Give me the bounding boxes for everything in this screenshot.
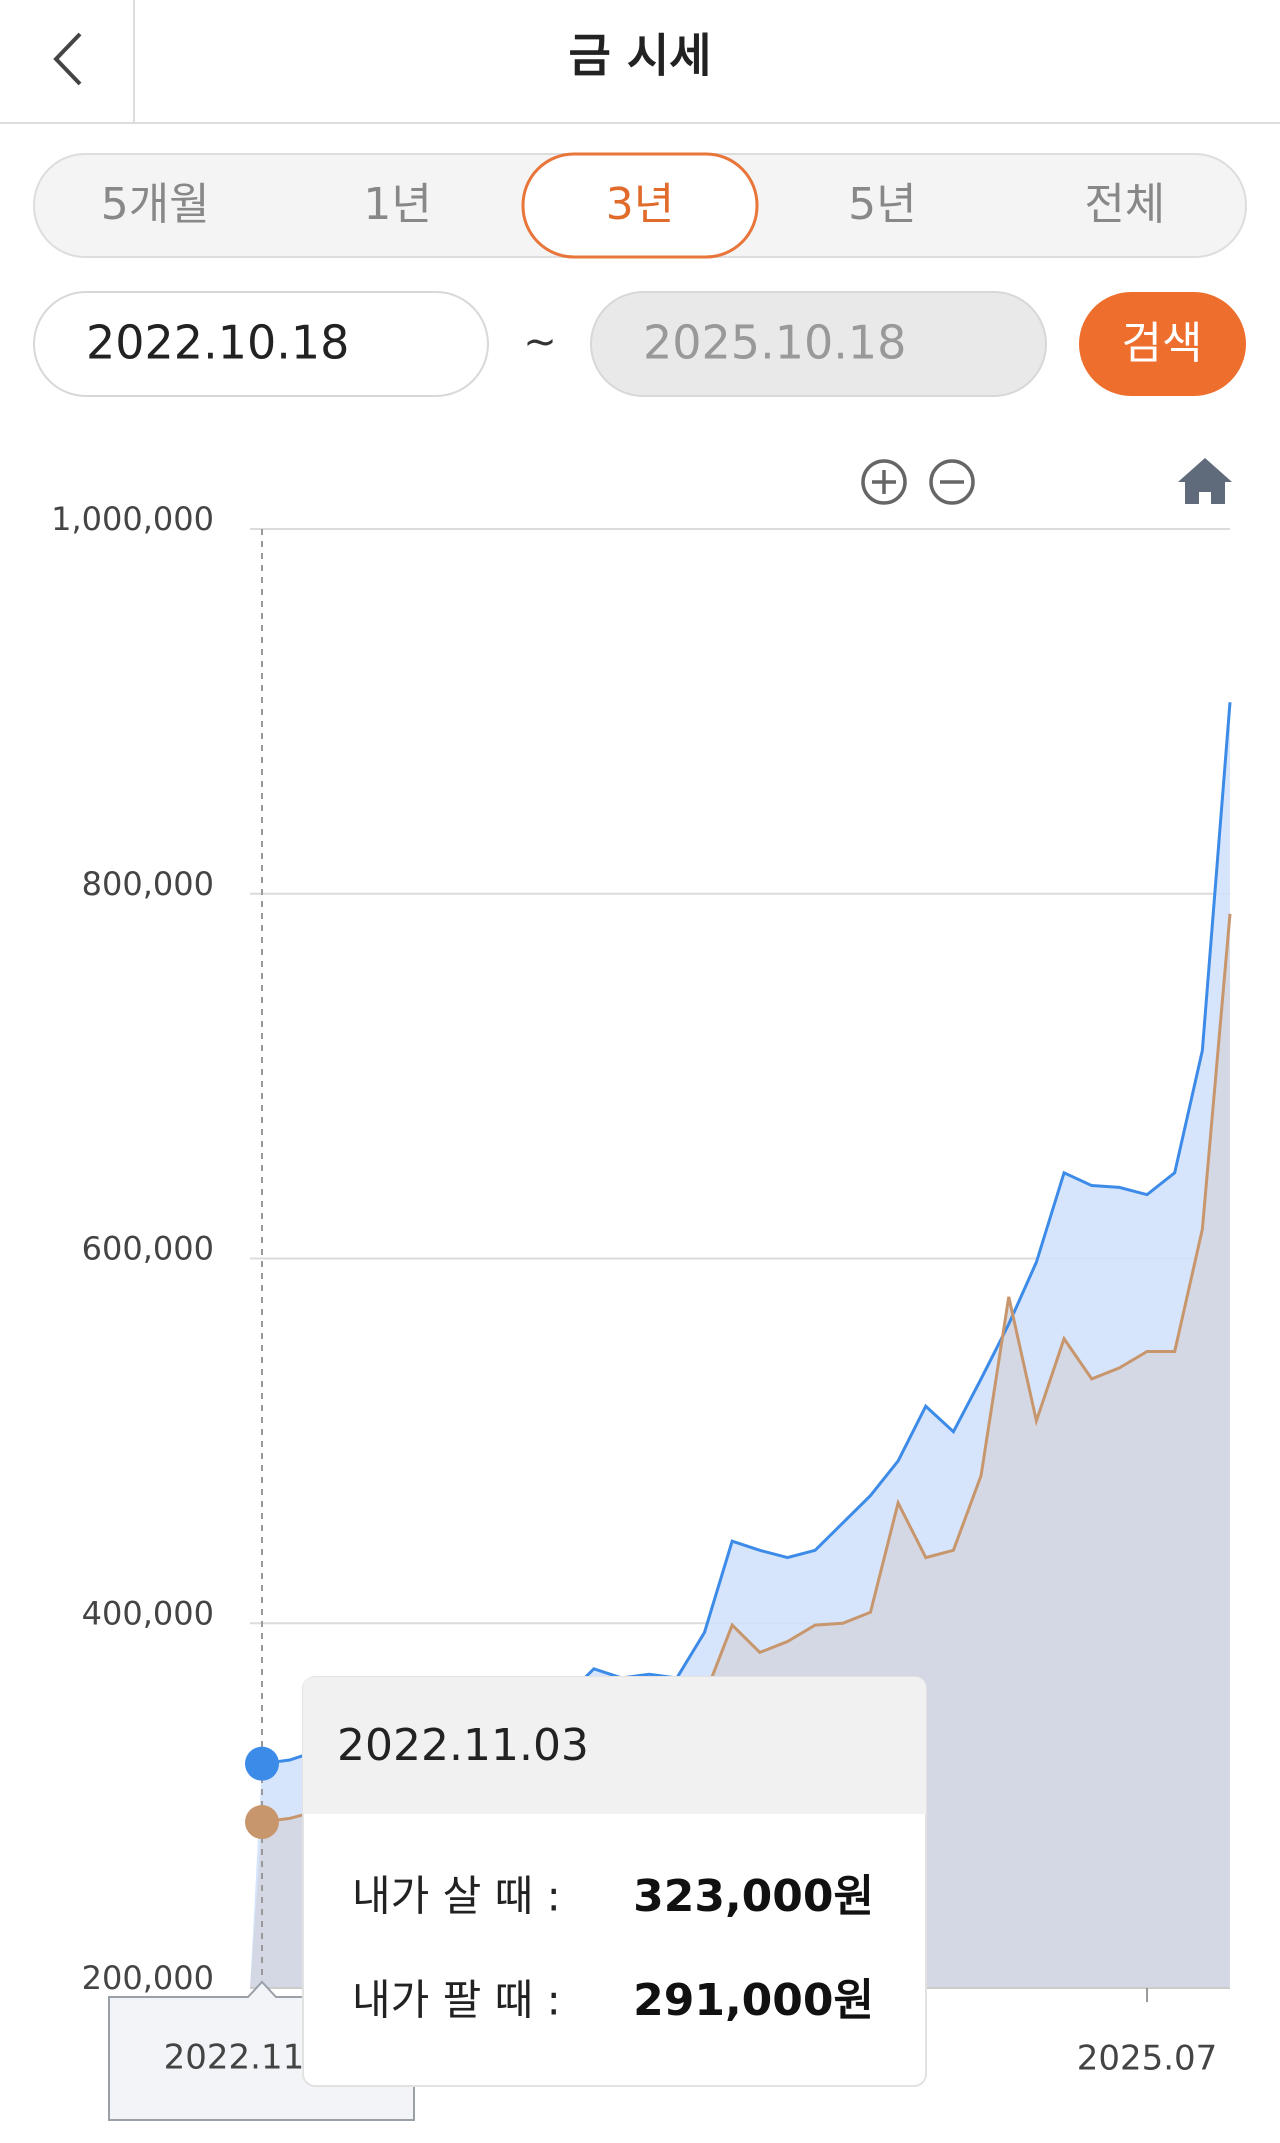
start-date-input[interactable]: [33, 291, 489, 397]
end-date-input[interactable]: [590, 291, 1047, 397]
page-title: 금 시세: [569, 29, 712, 83]
tab[interactable]: 1년: [363, 179, 431, 230]
header: 금 시세: [0, 0, 1280, 124]
tooltip-label: 내가 살 때 :: [352, 1872, 561, 1921]
tooltip-header: [303, 1677, 926, 1814]
tooltip-label: 내가 팔 때 :: [352, 1976, 561, 2025]
y-tick-label: 200,000: [82, 1959, 214, 1997]
x-tick-label: 2025.07: [1077, 2039, 1218, 2079]
back-button[interactable]: [53, 32, 82, 86]
search-button[interactable]: [1079, 292, 1246, 396]
tabs: 5개월 1년 3년 5년 전체: [101, 152, 1165, 259]
tooltip-date: 2022.11.03: [337, 1720, 589, 1771]
area-fill: [250, 913, 1230, 1988]
y-tick-label: 800,000: [82, 865, 214, 903]
hover-dot: [245, 1805, 279, 1840]
zoom-in[interactable]: [861, 459, 907, 505]
y-tick-label: 600,000: [82, 1230, 214, 1268]
chart: 200,000 400,000 600,000 800,000 1,000,000 202…: [51, 500, 1232, 2121]
tab[interactable]: 5개월: [101, 179, 210, 230]
tab[interactable]: 5년: [848, 179, 916, 230]
tab[interactable]: 전체: [1084, 179, 1165, 230]
y-tick-label: 400,000: [82, 1594, 214, 1632]
zoom-out[interactable]: [929, 459, 975, 505]
tab-selected[interactable]: [521, 152, 759, 259]
reset-zoom[interactable]: [1178, 458, 1232, 504]
end-date: 2025.10.18: [643, 316, 906, 370]
tooltip-value: 291,000원: [633, 1975, 874, 2026]
tooltip-value: 323,000원: [633, 1871, 874, 1922]
search-label: 검색: [1122, 318, 1203, 369]
y-tick-label: 1,000,000: [51, 500, 214, 538]
tab[interactable]: 3년: [606, 179, 674, 230]
hover-dot: [245, 1746, 279, 1781]
start-date: 2022.10.18: [86, 316, 349, 370]
separator: ~: [523, 319, 557, 365]
